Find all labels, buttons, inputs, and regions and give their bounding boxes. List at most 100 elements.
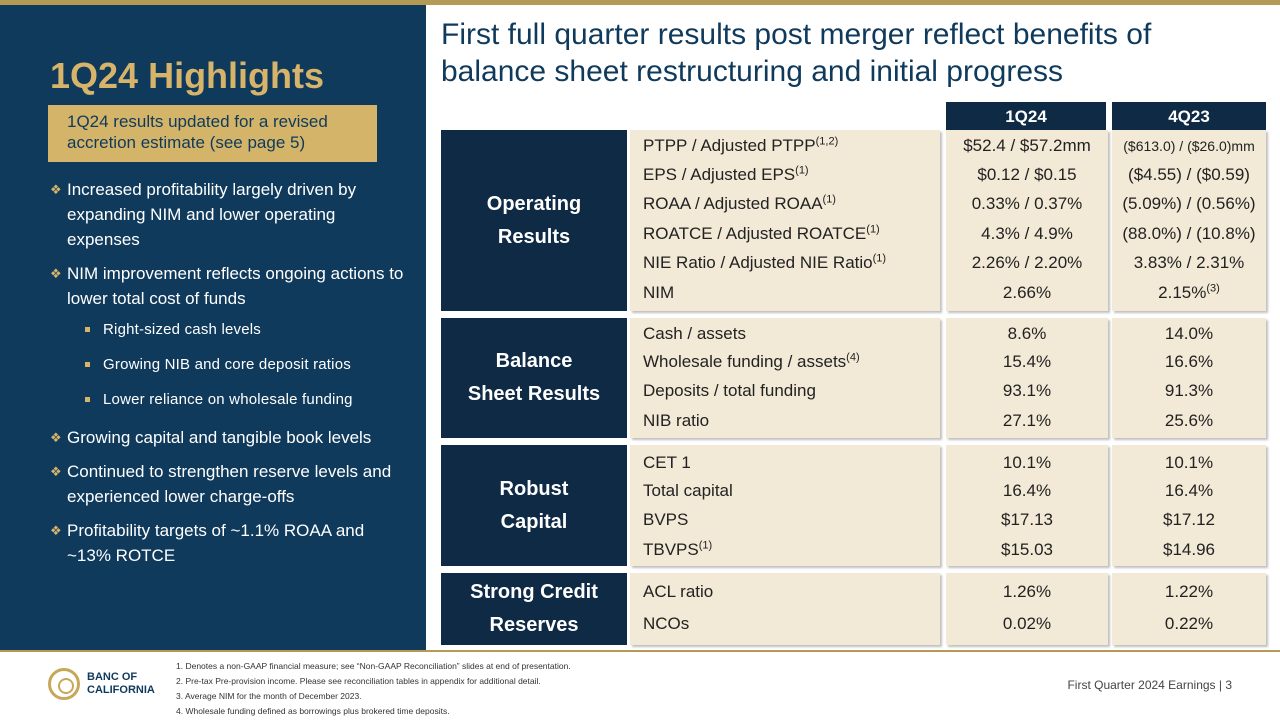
- group-label-line: Balance: [495, 350, 573, 372]
- metric-name: Wholesale funding / assets(4): [643, 351, 860, 371]
- metric-name: ACL ratio: [643, 582, 714, 601]
- metric-name: Deposits / total funding: [643, 381, 816, 400]
- highlights-list: ❖ Increased profitability largely driven …: [50, 177, 410, 577]
- metric-name: PTPP / Adjusted PTPP(1,2): [643, 135, 839, 155]
- diamond-bullet-icon: ❖: [50, 182, 62, 197]
- metric-names-cell: PTPP / Adjusted PTPP(1,2) EPS / Adjusted …: [630, 130, 940, 311]
- metric-name: Total capital: [643, 481, 733, 500]
- metric-name: ROAA / Adjusted ROAA(1): [643, 193, 836, 213]
- group-label-line: Sheet Results: [467, 383, 601, 405]
- value-1q24: 4.3% / 4.9%: [981, 224, 1073, 243]
- value-4q23: $14.96: [1163, 540, 1215, 559]
- footnote-ref: (4): [846, 351, 860, 364]
- value-4q23: 16.6%: [1164, 352, 1214, 371]
- value-1q24: $0.12 / $0.15: [977, 165, 1077, 184]
- footnote-ref: (3): [1206, 282, 1220, 295]
- value-1q24: 15.4%: [1002, 352, 1052, 371]
- top-accent-bar: [0, 0, 1280, 5]
- value-4q23: (5.09%) / (0.56%): [1122, 194, 1256, 213]
- slide-title: First full quarter results post merger r…: [441, 18, 1152, 88]
- banc-of-california-logo-icon: [48, 668, 80, 700]
- highlight-item: ❖ Growing capital and tangible book level…: [50, 425, 410, 450]
- group-label: Robust Capital: [441, 445, 627, 566]
- metric-names-cell: CET 1 Total capital BVPS TBVPS(1): [630, 445, 940, 566]
- metric-name: TBVPS(1): [643, 539, 713, 559]
- results-group: Operating Results PTPP / Adjusted PTPP(1,2…: [441, 130, 1271, 311]
- value-1q24: $17.13: [1001, 510, 1053, 529]
- value-1q24: 0.33% / 0.37%: [971, 194, 1083, 213]
- group-label: Balance Sheet Results: [441, 318, 627, 438]
- footnote: 4. Wholesale funding defined as borrowin…: [176, 706, 450, 716]
- group-label-line: Capital: [500, 510, 568, 533]
- values-1q24-cell: 1.26% 0.02%: [946, 573, 1108, 645]
- value-1q24: 0.02%: [1002, 614, 1052, 633]
- footnote-ref: (1,2): [815, 135, 839, 148]
- metric-name: NCOs: [643, 614, 690, 633]
- group-label-line: Strong Credit: [470, 581, 598, 603]
- value-1q24: 2.66%: [1002, 283, 1052, 302]
- metric-name: NIB ratio: [643, 411, 710, 430]
- highlight-item: ❖ Profitability targets of ~1.1% ROAA and…: [50, 518, 410, 568]
- square-bullet-icon: [85, 362, 90, 367]
- values-1q24-cell: $52.4 / $57.2mm $0.12 / $0.15 0.33% / 0.37…: [946, 130, 1108, 311]
- footnote-ref: (1): [822, 193, 836, 206]
- values-1q24-cell: 8.6% 15.4% 93.1% 27.1%: [946, 318, 1108, 438]
- values-4q23-cell: 10.1% 16.4% $17.12 $14.96: [1112, 445, 1266, 566]
- value-1q24: 16.4%: [1002, 481, 1052, 500]
- value-4q23: 91.3%: [1164, 381, 1214, 400]
- highlights-heading: 1Q24 Highlights: [50, 55, 325, 96]
- footnote: 1. Denotes a non-GAAP financial measure;…: [176, 661, 571, 671]
- page-footer-label: First Quarter 2024 Earnings | 3: [1067, 678, 1232, 692]
- metric-name: EPS / Adjusted EPS(1): [643, 164, 809, 184]
- value-1q24: 1.26%: [1002, 582, 1052, 601]
- footnote: 2. Pre-tax Pre-provision income. Please …: [176, 676, 541, 686]
- diamond-bullet-icon: ❖: [50, 523, 62, 538]
- group-label-line: Results: [497, 225, 571, 248]
- square-bullet-icon: [85, 397, 90, 402]
- column-header-1q24: 1Q24: [946, 102, 1106, 131]
- metric-names-cell: Cash / assets Wholesale funding / assets(…: [630, 318, 940, 438]
- value-1q24: 93.1%: [1002, 381, 1052, 400]
- value-1q24: 8.6%: [1007, 324, 1047, 343]
- results-group: Robust Capital CET 1 Total capital BVPS TBVPS…: [441, 445, 1271, 566]
- group-label-line: Reserves: [489, 614, 579, 636]
- metric-name: CET 1: [643, 453, 691, 472]
- column-header-4q23: 4Q23: [1112, 102, 1266, 131]
- value-4q23: 16.4%: [1164, 481, 1214, 500]
- footnotes: 1. Denotes a non-GAAP financial measure;…: [176, 659, 571, 719]
- metric-name: Cash / assets: [643, 324, 746, 343]
- values-4q23-cell: 14.0% 16.6% 91.3% 25.6%: [1112, 318, 1266, 438]
- company-wordmark: BANC OF CALIFORNIA: [87, 671, 155, 696]
- results-group: Balance Sheet Results Cash / assets Wholesa…: [441, 318, 1271, 438]
- value-1q24: $52.4 / $57.2mm: [963, 136, 1091, 155]
- value-4q23: 0.22%: [1164, 614, 1214, 633]
- metric-name: BVPS: [643, 510, 689, 529]
- group-label: Strong Credit Reserves: [441, 573, 627, 645]
- value-4q23: 10.1%: [1164, 453, 1214, 472]
- highlight-subitem: Right-sized cash levels: [50, 320, 410, 340]
- diamond-bullet-icon: ❖: [50, 430, 62, 445]
- value-4q23: (88.0%) / (10.8%): [1122, 224, 1256, 243]
- accretion-note: 1Q24 results updated for a revised accre…: [48, 105, 377, 162]
- value-4q23: 2.15%(3): [1158, 282, 1220, 302]
- highlight-item: ❖ NIM improvement reflects ongoing action…: [50, 261, 410, 311]
- diamond-bullet-icon: ❖: [50, 464, 62, 479]
- value-4q23: 25.6%: [1164, 411, 1214, 430]
- highlight-subitem: Growing NIB and core deposit ratios: [50, 355, 410, 375]
- footnote-ref: (1): [866, 223, 880, 236]
- highlight-item: ❖ Increased profitability largely driven …: [50, 177, 410, 252]
- highlight-subitem: Lower reliance on wholesale funding: [50, 390, 410, 410]
- value-1q24: $15.03: [1001, 540, 1053, 559]
- footnote-ref: (1): [872, 252, 887, 265]
- metric-names-cell: ACL ratio NCOs: [630, 573, 940, 645]
- group-label-line: Robust: [499, 477, 569, 500]
- footnote-ref: (1): [795, 164, 809, 177]
- value-4q23: 1.22%: [1164, 582, 1214, 601]
- highlights-panel: 1Q24 Highlights 1Q24 results updated for…: [0, 5, 426, 650]
- value-4q23: 14.0%: [1164, 324, 1214, 343]
- group-label-line: Operating: [486, 192, 582, 215]
- value-4q23: 3.83% / 2.31%: [1133, 253, 1245, 272]
- diamond-bullet-icon: ❖: [50, 266, 62, 281]
- value-1q24: 27.1%: [1002, 411, 1052, 430]
- footer-divider: [0, 650, 1280, 652]
